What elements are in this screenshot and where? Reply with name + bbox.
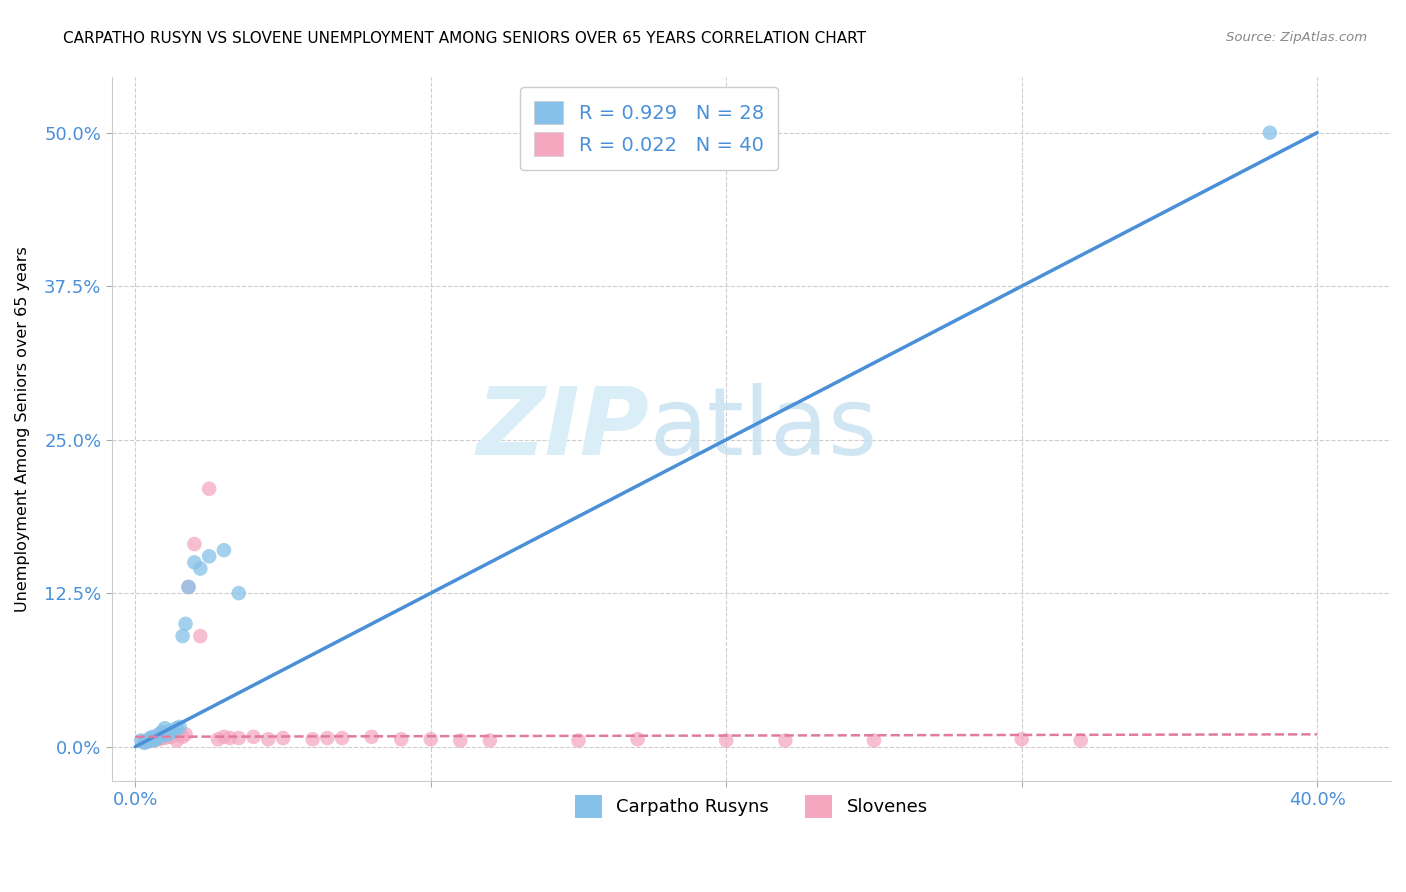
Point xyxy=(449,733,471,747)
Point xyxy=(148,730,170,744)
Point xyxy=(129,733,152,747)
Point xyxy=(148,727,170,741)
Point xyxy=(316,731,339,745)
Point xyxy=(142,730,165,744)
Point xyxy=(159,723,181,738)
Point xyxy=(330,731,353,745)
Point xyxy=(156,730,179,744)
Point xyxy=(212,730,235,744)
Point xyxy=(163,729,186,743)
Point xyxy=(169,727,191,741)
Point xyxy=(478,733,501,747)
Point xyxy=(139,733,162,747)
Point xyxy=(863,733,886,747)
Point xyxy=(183,537,205,551)
Point xyxy=(301,732,323,747)
Point xyxy=(145,732,167,747)
Point xyxy=(166,721,188,735)
Point xyxy=(172,730,194,744)
Point xyxy=(177,580,200,594)
Point xyxy=(172,629,194,643)
Point xyxy=(136,735,159,749)
Point xyxy=(567,733,589,747)
Point xyxy=(228,586,250,600)
Text: CARPATHO RUSYN VS SLOVENE UNEMPLOYMENT AMONG SENIORS OVER 65 YEARS CORRELATION C: CARPATHO RUSYN VS SLOVENE UNEMPLOYMENT A… xyxy=(63,31,866,46)
Point xyxy=(148,732,170,747)
Point xyxy=(212,543,235,558)
Point xyxy=(626,732,648,747)
Point xyxy=(775,733,797,747)
Point xyxy=(153,721,176,735)
Point xyxy=(1070,733,1092,747)
Point xyxy=(360,730,382,744)
Point xyxy=(242,730,264,744)
Legend: Carpatho Rusyns, Slovenes: Carpatho Rusyns, Slovenes xyxy=(568,789,935,825)
Point xyxy=(134,736,156,750)
Point xyxy=(153,729,176,743)
Point xyxy=(177,580,200,594)
Point xyxy=(188,561,211,575)
Point xyxy=(207,732,229,747)
Point xyxy=(166,733,188,747)
Point xyxy=(218,731,240,745)
Point xyxy=(145,732,167,747)
Point xyxy=(150,724,173,739)
Point xyxy=(163,724,186,739)
Point xyxy=(134,735,156,749)
Y-axis label: Unemployment Among Seniors over 65 years: Unemployment Among Seniors over 65 years xyxy=(15,246,30,612)
Point xyxy=(257,732,280,747)
Point xyxy=(139,732,162,747)
Point xyxy=(228,731,250,745)
Point xyxy=(1258,126,1281,140)
Point xyxy=(183,556,205,570)
Point xyxy=(169,720,191,734)
Point xyxy=(198,482,221,496)
Point xyxy=(153,731,176,745)
Text: Source: ZipAtlas.com: Source: ZipAtlas.com xyxy=(1226,31,1367,45)
Point xyxy=(142,733,165,747)
Point xyxy=(150,731,173,745)
Point xyxy=(142,733,165,747)
Point xyxy=(419,732,441,747)
Point xyxy=(156,727,179,741)
Point xyxy=(716,733,738,747)
Text: atlas: atlas xyxy=(650,384,877,475)
Point xyxy=(389,732,412,747)
Point xyxy=(145,731,167,745)
Point xyxy=(139,731,162,745)
Text: ZIP: ZIP xyxy=(477,384,650,475)
Point xyxy=(188,629,211,643)
Point xyxy=(174,727,197,741)
Point xyxy=(174,616,197,631)
Point xyxy=(1011,732,1033,747)
Point xyxy=(198,549,221,564)
Point xyxy=(271,731,294,745)
Point xyxy=(159,730,181,744)
